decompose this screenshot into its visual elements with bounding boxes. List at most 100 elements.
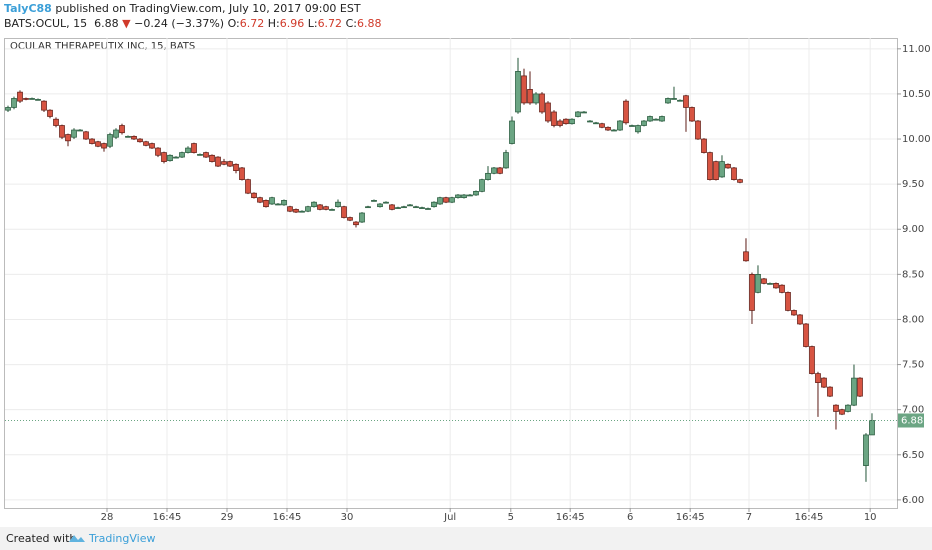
candle-body bbox=[209, 154, 215, 162]
candle-body bbox=[443, 197, 449, 203]
candle-body bbox=[749, 274, 755, 311]
candle-body bbox=[161, 152, 167, 162]
candle-body bbox=[101, 143, 107, 149]
candle-body bbox=[527, 89, 533, 104]
candle-body bbox=[131, 135, 137, 140]
candle-body bbox=[41, 100, 47, 111]
candle-body bbox=[629, 125, 635, 127]
candle-body bbox=[179, 152, 185, 158]
candle-body bbox=[665, 98, 671, 104]
candle-body bbox=[203, 152, 209, 158]
h-label: H: bbox=[267, 17, 280, 30]
logo bbox=[69, 535, 85, 542]
candle-body bbox=[167, 154, 173, 162]
candle-body bbox=[737, 179, 743, 183]
published-line: TalyC88 published on TradingView.com, Ju… bbox=[4, 2, 361, 15]
candle-body bbox=[455, 194, 461, 199]
candle-body bbox=[287, 206, 293, 212]
candle-body bbox=[581, 111, 587, 114]
candle-body bbox=[125, 135, 131, 138]
created-with: Created with bbox=[6, 532, 77, 545]
candle-body bbox=[401, 206, 407, 209]
candle-body bbox=[593, 122, 599, 125]
candle-body bbox=[575, 111, 581, 117]
candle-body bbox=[239, 167, 245, 180]
candle-body bbox=[251, 192, 257, 199]
symbol-legend: BATS:OCUL, 15 6.88 ▼ −0.24 (−3.37%) O:6.… bbox=[4, 17, 381, 30]
x-tick-label: 16:45 bbox=[273, 512, 302, 523]
candle-body bbox=[851, 377, 857, 406]
candle-body bbox=[827, 386, 833, 397]
candle-body bbox=[521, 75, 527, 104]
candle-body bbox=[473, 191, 479, 196]
candle-body bbox=[305, 206, 311, 212]
candle-body bbox=[785, 292, 791, 311]
candle-body bbox=[5, 107, 11, 111]
candle-body bbox=[359, 212, 365, 223]
candle-body bbox=[323, 206, 329, 210]
published: published on TradingView.com, July 10, 2… bbox=[55, 2, 361, 15]
y-tick-label: 7.00 bbox=[902, 405, 924, 416]
candle-body bbox=[71, 129, 77, 138]
y-tick-label: 11.00 bbox=[902, 44, 931, 55]
candle-body bbox=[53, 118, 59, 126]
candle-body bbox=[677, 99, 683, 102]
candle-body bbox=[17, 91, 23, 102]
candle-body bbox=[215, 156, 221, 167]
candle-body bbox=[29, 98, 35, 100]
candle-body bbox=[479, 179, 485, 192]
candle-body bbox=[467, 194, 473, 197]
candle-body bbox=[347, 217, 353, 221]
candle-body bbox=[671, 98, 677, 100]
candle-body bbox=[335, 201, 341, 208]
candle-body bbox=[803, 323, 809, 347]
candle-body bbox=[389, 204, 395, 210]
candle-body bbox=[869, 420, 875, 436]
y-tick-label: 8.00 bbox=[902, 314, 924, 325]
candle-body bbox=[587, 120, 593, 123]
candle-body bbox=[293, 209, 299, 213]
candle-body bbox=[143, 141, 149, 146]
last: 6.88 bbox=[94, 17, 119, 30]
candle-body bbox=[767, 283, 773, 285]
candle-body bbox=[383, 201, 389, 204]
x-tick-label: 16:45 bbox=[795, 512, 824, 523]
candle-body bbox=[605, 126, 611, 131]
candle-body bbox=[707, 152, 713, 180]
candle-body bbox=[791, 310, 797, 316]
y-tick-label: 9.00 bbox=[902, 224, 924, 235]
candle-body bbox=[281, 200, 287, 206]
candle-body bbox=[509, 120, 515, 144]
candle-body bbox=[659, 116, 665, 122]
brand[interactable]: TradingView bbox=[89, 532, 156, 545]
y-tick-label: 6.00 bbox=[902, 495, 924, 506]
candle-body bbox=[719, 161, 725, 178]
x-tick-label: 29 bbox=[221, 512, 234, 523]
candle-body bbox=[761, 278, 767, 284]
candle-body bbox=[317, 204, 323, 210]
candle-body bbox=[743, 251, 749, 262]
author[interactable]: TalyC88 bbox=[4, 2, 52, 15]
candle-body bbox=[461, 194, 467, 199]
candle-body bbox=[77, 129, 83, 132]
candle-body bbox=[197, 154, 203, 156]
x-tick-label: Jul bbox=[443, 512, 456, 523]
candle-body bbox=[491, 167, 497, 174]
candle-body bbox=[257, 197, 263, 203]
candle-body bbox=[701, 138, 707, 153]
candle-body bbox=[371, 200, 377, 202]
candle-body bbox=[47, 109, 53, 117]
candle-body bbox=[299, 210, 305, 213]
x-tick-label: 16:45 bbox=[153, 512, 182, 523]
candle-body bbox=[275, 203, 281, 206]
candle-body bbox=[95, 141, 101, 147]
candle-body bbox=[563, 118, 569, 125]
chart-title: OCULAR THERAPEUTIX INC, 15, BATS bbox=[10, 41, 195, 52]
candle-body bbox=[35, 98, 41, 101]
candle-body bbox=[653, 118, 659, 121]
candle-body bbox=[413, 206, 419, 209]
candle-body bbox=[845, 404, 851, 412]
candle-body bbox=[191, 143, 197, 153]
candle-body bbox=[713, 161, 719, 180]
